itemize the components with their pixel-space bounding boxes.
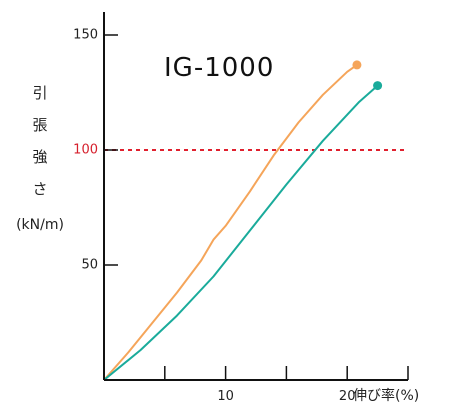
ref-line-label: 100 — [73, 143, 98, 158]
x-axis-label: 伸び率(%) — [353, 387, 419, 404]
y-axis-label-char: 引 — [32, 84, 47, 102]
series-line-1 — [103, 84, 379, 381]
y-axis-label-char: さ — [32, 180, 47, 198]
series-end-marker-1 — [373, 81, 383, 91]
y-tick-label: 50 — [81, 258, 98, 273]
x-tick-label: 20 — [339, 389, 356, 404]
y-tick-label: 150 — [73, 28, 98, 43]
y-axis-label-char: 強 — [32, 148, 47, 166]
x-tick-label: 10 — [217, 389, 234, 404]
y-axis-unit-label: (kN/m) — [16, 217, 64, 233]
y-axis-label-char: 張 — [32, 116, 47, 134]
series-end-marker-0 — [352, 60, 362, 70]
chart-title: IG-1000 — [164, 53, 274, 83]
series-line-0 — [103, 64, 358, 381]
